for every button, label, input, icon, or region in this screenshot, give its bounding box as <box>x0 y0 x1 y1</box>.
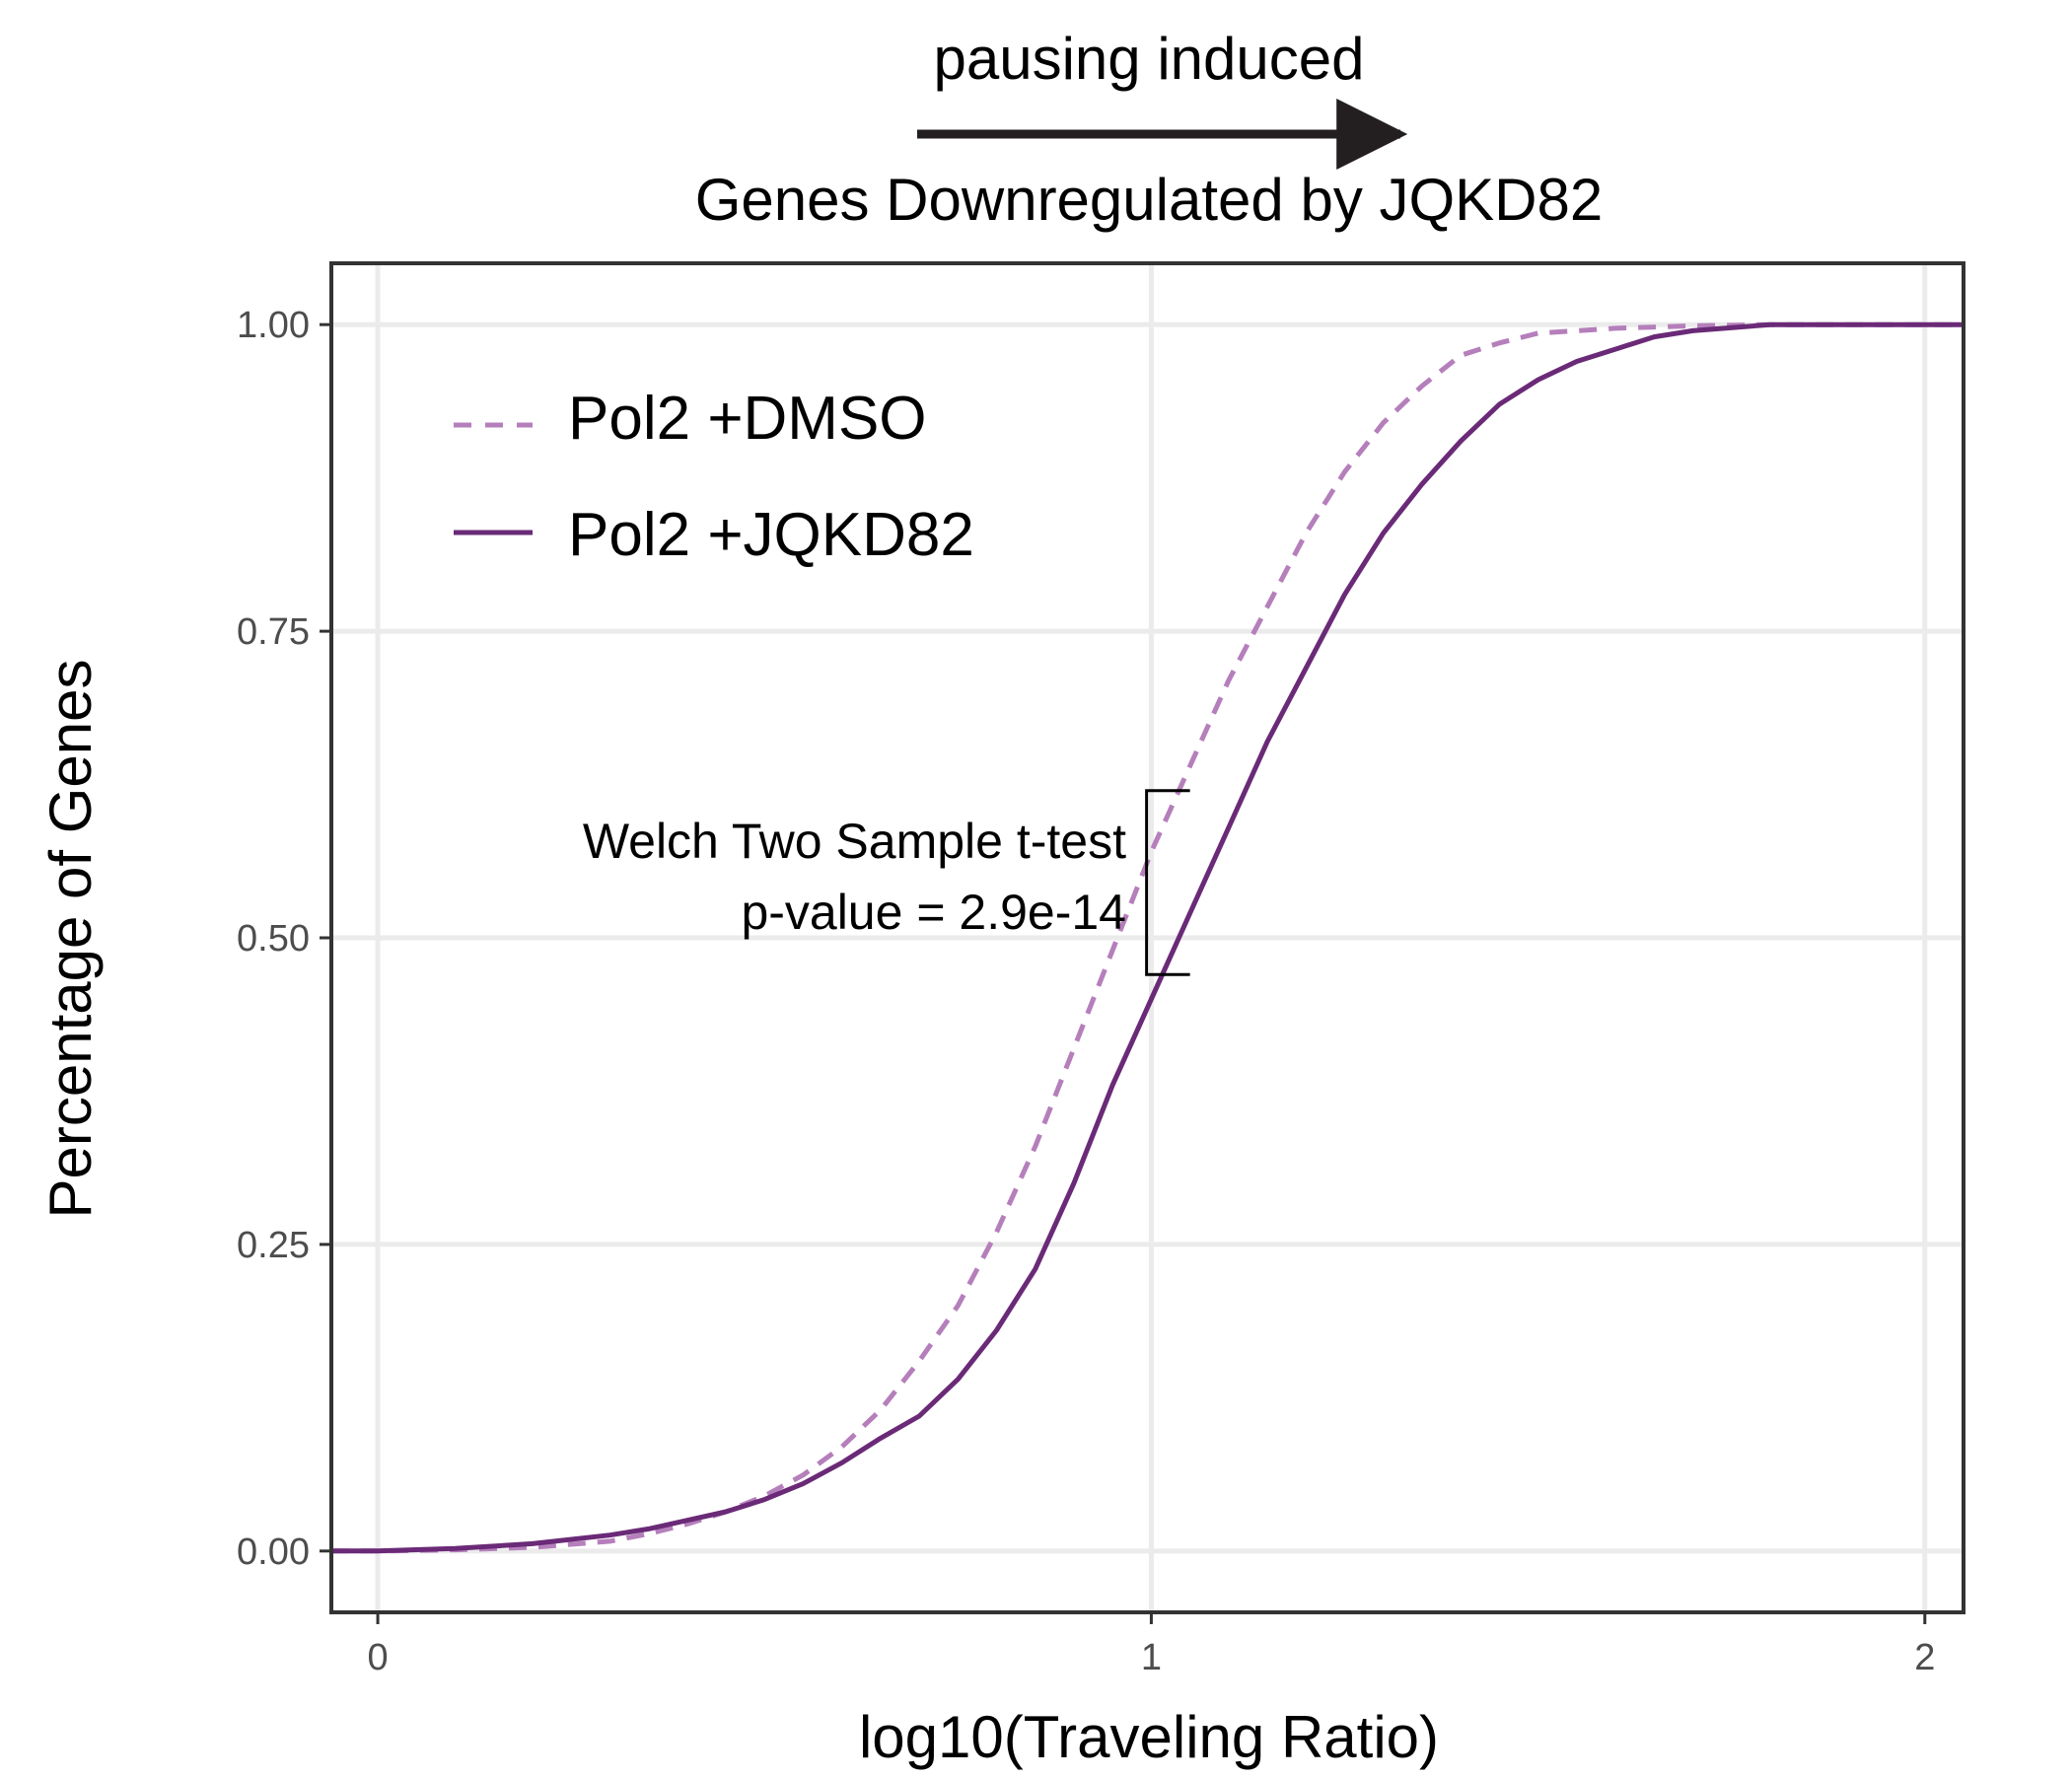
legend: Pol2 +DMSO Pol2 +JQKD82 <box>454 385 974 569</box>
series-layer <box>331 321 1964 1554</box>
y-tick-label: 0.25 <box>237 1225 310 1266</box>
chart-title: Genes Downregulated by JQKD82 <box>695 167 1604 233</box>
series-line-dmso <box>331 321 1964 1554</box>
y-axis-title: Percentage of Genes <box>37 659 104 1218</box>
significance-bracket <box>1145 789 1190 976</box>
grid-lines <box>331 263 1964 1612</box>
y-tick-label: 0.50 <box>237 918 310 960</box>
t-test-label: Welch Two Sample t-test <box>583 814 1126 869</box>
pausing-induced-label: pausing induced <box>933 26 1364 92</box>
y-tick-label: 0.75 <box>237 611 310 653</box>
series-line-jqkd82 <box>331 321 1964 1554</box>
x-axis-title: log10(Traveling Ratio) <box>859 1704 1439 1770</box>
x-tick-label: 2 <box>1914 1637 1935 1678</box>
y-axis: 0.00 0.25 0.50 0.75 1.00 <box>237 305 331 1573</box>
x-axis: 0 1 2 <box>367 1612 1935 1678</box>
legend-label-jqkd82: Pol2 +JQKD82 <box>568 501 974 569</box>
x-tick-label: 1 <box>1141 1637 1162 1678</box>
plot-area <box>329 261 1965 1614</box>
p-value-label: p-value = 2.9e-14 <box>741 885 1126 940</box>
y-tick-label: 1.00 <box>237 305 310 346</box>
legend-label-dmso: Pol2 +DMSO <box>568 385 927 453</box>
x-tick-label: 0 <box>367 1637 388 1678</box>
y-tick-label: 0.00 <box>237 1531 310 1573</box>
t-test-annotation: Welch Two Sample t-test p-value = 2.9e-1… <box>583 789 1190 976</box>
